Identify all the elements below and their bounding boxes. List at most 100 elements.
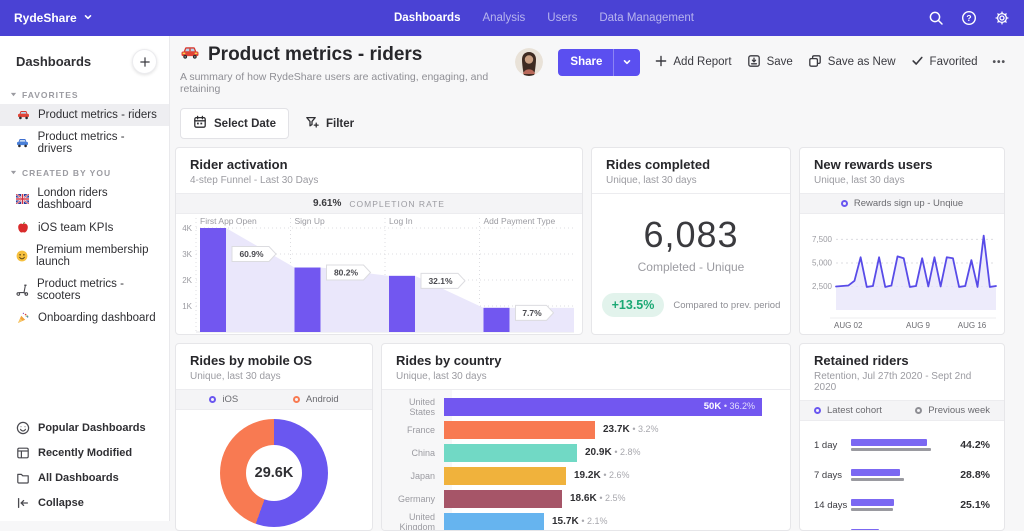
sidebar-item-label: Onboarding dashboard: [38, 312, 156, 324]
sidebar-item-label: London riders dashboard: [37, 187, 159, 211]
card-title: Rides by mobile OS: [190, 353, 358, 368]
retention-bars: [851, 439, 950, 451]
section-label: CREATED BY YOU: [22, 168, 111, 178]
sidebar-item-product-metrics-drivers[interactable]: Product metrics - drivers: [0, 126, 169, 160]
bar-japan[interactable]: [444, 467, 566, 485]
search-icon[interactable]: [928, 10, 944, 26]
section-header[interactable]: CREATED BY YOU: [0, 160, 169, 182]
section-label: FAVORITES: [22, 90, 79, 100]
chart-legend: iOS Android: [176, 389, 372, 410]
retention-percent: 44.2%: [950, 439, 990, 451]
latest-cohort-bar[interactable]: [851, 469, 900, 476]
retention-row-28-days[interactable]: 28 days16.3%: [814, 520, 990, 531]
sidebar-item-premium-membership-launch[interactable]: Premium membership launch: [0, 239, 169, 273]
select-date-button[interactable]: Select Date: [180, 108, 289, 139]
bar-category-label: Japan: [382, 471, 444, 481]
card-subtitle: Unique, last 30 days: [396, 371, 776, 382]
nav-item-data-management[interactable]: Data Management: [599, 12, 694, 24]
delta-badge: +13.5%: [602, 293, 665, 317]
share-button[interactable]: Share: [558, 49, 640, 76]
card-new-rewards-users: New rewards users Unique, last 30 days R…: [799, 147, 1005, 335]
bar-united-states[interactable]: 50K • 36.2%: [444, 398, 762, 416]
svg-text:7,500: 7,500: [812, 235, 833, 244]
sidebar-item-label: iOS team KPIs: [38, 222, 113, 234]
gear-icon[interactable]: [994, 10, 1010, 26]
filter-button[interactable]: Filter: [305, 115, 354, 132]
previous-week-bar[interactable]: [851, 508, 893, 511]
legend-entry-ios[interactable]: iOS: [209, 394, 238, 405]
sidebar-item-ios-team-kpis[interactable]: iOS team KPIs: [0, 216, 169, 239]
add-report-button[interactable]: Add Report: [655, 55, 731, 70]
legend-entry-rewards-sign-up-unqiue[interactable]: Rewards sign up - Unqiue: [841, 198, 963, 209]
previous-week-bar[interactable]: [851, 478, 904, 481]
bar-germany[interactable]: [444, 490, 562, 508]
sidebar-item-onboarding-dashboard[interactable]: Onboarding dashboard: [0, 307, 169, 329]
help-icon[interactable]: ?: [961, 10, 977, 26]
sidebar-item-collapse[interactable]: Collapse: [0, 490, 169, 515]
favorited-button[interactable]: Favorited: [911, 54, 978, 70]
folder-icon: [16, 471, 30, 485]
section-header[interactable]: FAVORITES: [0, 82, 169, 104]
svg-text:3K: 3K: [182, 250, 192, 259]
card-subtitle: Retention, Jul 27th 2020 - Sept 2nd 2020: [814, 371, 990, 393]
chevron-down-icon[interactable]: [613, 49, 640, 76]
sidebar-item-product-metrics-scooters[interactable]: Product metrics - scooters: [0, 273, 169, 307]
sidebar-item-product-metrics-riders[interactable]: Product metrics - riders: [0, 104, 169, 126]
avatar[interactable]: [515, 48, 543, 76]
workspace-switcher[interactable]: RydeShare: [0, 11, 93, 25]
legend-entry-android[interactable]: Android: [293, 394, 339, 405]
svg-text:60.9%: 60.9%: [239, 249, 264, 259]
sidebar-item-recently-modified[interactable]: Recently Modified: [0, 440, 169, 465]
card-subtitle: Unique, last 30 days: [190, 371, 358, 382]
more-options-button[interactable]: •••: [992, 57, 1006, 68]
nav-item-users[interactable]: Users: [547, 12, 577, 24]
card-rides-by-mobile-os: Rides by mobile OS Unique, last 30 days …: [175, 343, 373, 531]
latest-cohort-bar[interactable]: [851, 499, 894, 506]
add-dashboard-button[interactable]: [132, 49, 157, 74]
save-button[interactable]: Save: [747, 54, 793, 71]
donut-chart[interactable]: 29.6K: [220, 419, 328, 527]
legend-entry-previous-week[interactable]: Previous week: [915, 405, 990, 416]
scooter-icon: [16, 284, 29, 296]
sidebar-item-popular-dashboards[interactable]: Popular Dashboards: [0, 415, 169, 440]
action-label: Save: [767, 56, 793, 68]
metric-value: 6,083: [592, 214, 790, 256]
svg-text:AUG 9: AUG 9: [906, 321, 931, 330]
uk-flag-icon: [16, 194, 29, 204]
action-label: Favorited: [930, 56, 978, 68]
action-label: Add Report: [673, 56, 731, 68]
nav-item-analysis[interactable]: Analysis: [482, 12, 525, 24]
sidebar-item-london-riders-dashboard[interactable]: London riders dashboard: [0, 182, 169, 216]
bar-category-label: Germany: [382, 494, 444, 504]
bar-china[interactable]: [444, 444, 577, 462]
sidebar-item-all-dashboards[interactable]: All Dashboards: [0, 465, 169, 490]
previous-week-bar[interactable]: [851, 448, 931, 451]
bar-france[interactable]: [444, 421, 595, 439]
red-car-icon: [16, 110, 30, 120]
svg-text:32.1%: 32.1%: [428, 276, 453, 286]
nav-item-dashboards[interactable]: Dashboards: [394, 12, 460, 24]
bar-united-kingdom[interactable]: [444, 513, 544, 531]
latest-cohort-bar[interactable]: [851, 439, 927, 446]
save-as-new-button[interactable]: Save as New: [808, 54, 896, 71]
retention-percent: 28.8%: [950, 469, 990, 481]
legend-label: Android: [306, 394, 339, 405]
sidebar-item-label: Premium membership launch: [36, 244, 159, 268]
card-title: New rewards users: [814, 157, 990, 172]
retention-percent: 25.1%: [950, 499, 990, 511]
red-car-icon: [180, 44, 200, 66]
legend-entry-latest-cohort[interactable]: Latest cohort: [814, 405, 882, 416]
